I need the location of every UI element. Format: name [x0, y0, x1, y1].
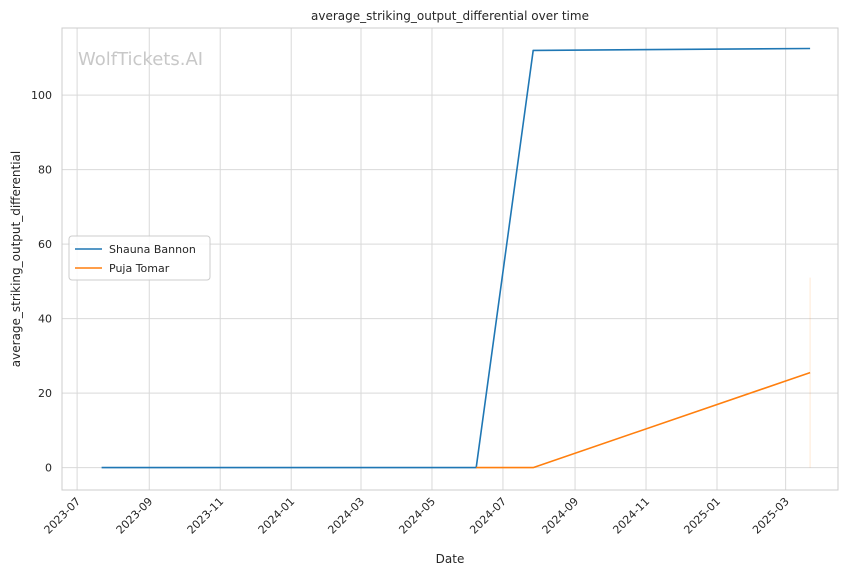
y-tick-label: 0: [45, 462, 52, 475]
plot-area: [61, 27, 839, 491]
x-axis-title: Date: [436, 552, 465, 566]
y-tick-label: 20: [38, 387, 52, 400]
series-layer: [101, 47, 811, 469]
y-tick-label: 100: [31, 89, 52, 102]
legend-label: Puja Tomar: [109, 262, 170, 275]
y-axis-ticks: 0 20 40 60 80 100: [31, 89, 52, 475]
chart-title: average_striking_output_differential ove…: [311, 9, 589, 23]
legend-box: [68, 235, 211, 281]
y-tick-label: 60: [38, 238, 52, 251]
legend-label: Shauna Bannon: [109, 243, 196, 256]
legend: Shauna Bannon Puja Tomar: [68, 235, 211, 281]
y-axis-title: average_striking_output_differential: [9, 151, 23, 367]
y-tick-label: 80: [38, 164, 52, 177]
series-line-puja-tomar: [476, 371, 811, 469]
watermark-text: WolfTickets.AI: [78, 49, 203, 70]
series-line-shauna-bannon: [101, 47, 811, 469]
y-tick-label: 40: [38, 313, 52, 326]
